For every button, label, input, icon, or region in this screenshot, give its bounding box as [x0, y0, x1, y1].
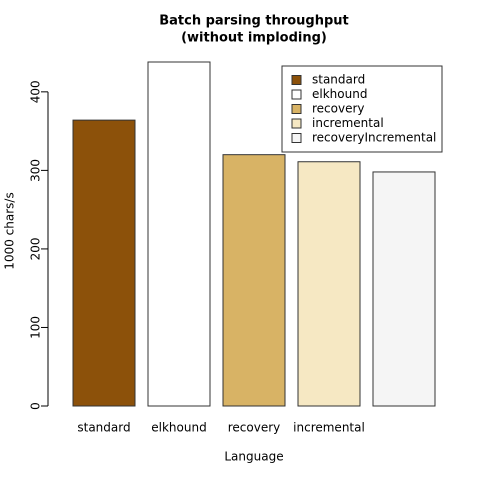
x-tick-label: elkhound	[151, 421, 206, 435]
chart-title: Batch parsing throughput	[159, 14, 349, 29]
legend-swatch	[291, 133, 302, 143]
y-tick-label: 100	[29, 316, 43, 339]
x-tick-label: standard	[77, 421, 130, 435]
legend-swatch	[291, 75, 302, 85]
legend-swatch	[291, 89, 302, 100]
legend-label: recovery	[312, 102, 365, 116]
bar	[297, 161, 361, 407]
legend-label: incremental	[312, 116, 384, 130]
bar	[72, 119, 136, 407]
chart-title: (without imploding)	[181, 31, 327, 46]
x-tick-label: recovery	[228, 421, 281, 435]
y-tick-label: 300	[29, 159, 43, 182]
y-tick-label: 0	[29, 402, 43, 410]
y-tick-label: 200	[29, 237, 43, 260]
bar	[222, 154, 286, 407]
legend-box	[281, 65, 443, 153]
y-axis-label: 1000 chars/s	[3, 192, 17, 269]
x-axis-label: Language	[224, 450, 283, 464]
bar	[372, 171, 436, 407]
legend-swatch	[291, 118, 302, 129]
bar	[147, 61, 211, 407]
legend-label: elkhound	[312, 87, 367, 101]
legend-swatch	[291, 104, 302, 114]
x-tick-label: incremental	[293, 421, 365, 435]
y-tick-label: 400	[29, 80, 43, 103]
legend-label: recoveryIncremental	[312, 131, 436, 145]
legend-label: standard	[312, 73, 365, 87]
